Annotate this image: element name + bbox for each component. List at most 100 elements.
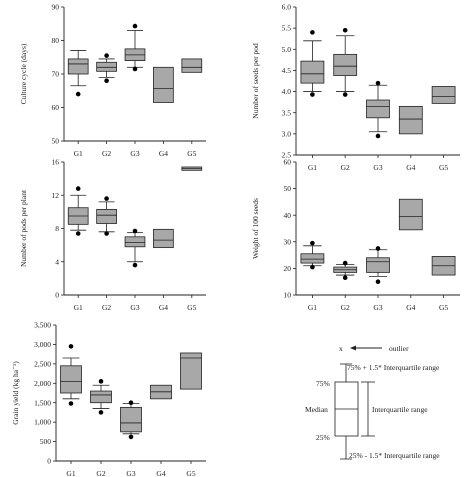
outlier-point — [75, 186, 81, 191]
outlier-point — [310, 92, 315, 97]
legend-outlier-label: outlier — [389, 344, 409, 353]
outlier-point — [342, 92, 348, 97]
y-tick-label: 6.0 — [282, 3, 292, 12]
legend-median-label: Median — [305, 405, 328, 414]
outlier-point — [104, 196, 109, 201]
x-tick-label: G4 — [159, 303, 168, 312]
x-tick-label: G2 — [102, 303, 111, 312]
box-G3 — [124, 236, 146, 248]
legend-outlier-marker: x — [339, 344, 343, 353]
outlier-point — [375, 279, 381, 285]
legend-q1-label: 25% — [316, 433, 330, 442]
chart-panel-2: 2.5 3.0 3.5 4.0 4.5 5.0 5.5 6.0 Number of seeds … — [251, 3, 460, 172]
x-tick-label: G5 — [186, 469, 195, 477]
box-G3 — [366, 99, 390, 119]
outlier-point — [98, 410, 104, 415]
y-tick-label: 60 — [52, 103, 60, 112]
outlier-point — [310, 264, 315, 270]
x-tick-label: G4 — [406, 163, 415, 172]
box-G1 — [300, 253, 325, 264]
outlier-point — [68, 401, 74, 406]
box-G3 — [366, 257, 390, 273]
y-tick-label: 8 — [55, 224, 59, 233]
box-G4 — [398, 198, 423, 231]
outlier-point — [132, 66, 138, 72]
x-tick-label: G3 — [126, 469, 135, 477]
outlier-point — [132, 23, 138, 29]
x-tick-label: G1 — [308, 163, 317, 172]
y-tick-label: 1,000 — [34, 418, 51, 427]
y-axis-title: Number of pods per plant — [19, 189, 28, 267]
y-tick-label: 1,500 — [34, 398, 51, 407]
outlier-point — [342, 260, 348, 266]
box-G1 — [60, 365, 82, 394]
y-tick-label: 4.0 — [282, 87, 292, 96]
y-tick-label: 4.5 — [282, 66, 292, 75]
x-tick-label: G2 — [341, 303, 350, 312]
y-tick-label: 20 — [284, 264, 292, 273]
y-tick-label: 5.0 — [282, 45, 292, 54]
y-tick-label: 2,500 — [34, 359, 51, 368]
y-tick-label: 3,500 — [34, 321, 51, 330]
x-tick-label: G1 — [74, 303, 83, 312]
outlier-point — [104, 78, 109, 83]
x-tick-label: G3 — [130, 303, 139, 312]
x-tick-label: G4 — [156, 469, 165, 477]
y-tick-label: 2.5 — [282, 151, 292, 160]
box-G2 — [333, 53, 358, 76]
outlier-point — [132, 262, 138, 268]
outlier-point — [375, 133, 381, 139]
y-tick-label: 5.5 — [282, 24, 292, 33]
outlier-point — [310, 30, 315, 35]
y-tick-label: 50 — [284, 184, 292, 193]
legend-iqr-label: Interquartile range — [372, 405, 428, 414]
x-tick-label: G5 — [439, 163, 448, 172]
outlier-point — [128, 400, 134, 406]
x-tick-label: G2 — [341, 163, 350, 172]
x-tick-label: G2 — [96, 469, 105, 477]
chart-panel-3: 0 4 8 12 16 Number of pods per plant G1 G2 G3 G4 G… — [19, 158, 206, 312]
box-G2 — [90, 390, 112, 404]
y-tick-label: 80 — [52, 36, 60, 45]
box-G5 — [180, 352, 202, 390]
chart-panel-4: 10 20 30 40 50 60 Weight of 100 seeds G1 G2 G3 G4 G… — [251, 158, 460, 312]
outlier-point — [375, 246, 381, 251]
y-axis-title: Weight of 100 seeds — [251, 198, 260, 259]
y-tick-label: 40 — [284, 211, 292, 220]
box-G2 — [96, 208, 117, 224]
y-tick-label: 3,000 — [34, 340, 51, 349]
y-tick-label: 16 — [52, 158, 60, 167]
y-tick-label: 50 — [52, 137, 60, 146]
x-tick-label: G5 — [187, 303, 196, 312]
box-G2 — [96, 61, 117, 72]
outlier-point — [98, 379, 104, 384]
boxplot-legend: x outlier 75% + 1.5* Interquartile range… — [305, 344, 440, 460]
outlier-point — [342, 27, 348, 33]
outlier-point — [104, 231, 109, 236]
y-tick-label: 90 — [52, 3, 60, 12]
box-G1 — [300, 60, 325, 84]
y-tick-label: 10 — [284, 291, 292, 300]
x-tick-label: G5 — [187, 149, 196, 158]
box-G4 — [398, 105, 423, 135]
box-G3 — [120, 406, 142, 433]
legend-lower-whisker-label: 25% - 1.5* Interquartile range — [349, 451, 440, 460]
y-tick-label: 60 — [284, 158, 292, 167]
y-tick-label: 4 — [55, 257, 59, 266]
box-G5 — [431, 86, 456, 104]
outlier-point — [132, 228, 138, 234]
box-G4 — [153, 66, 174, 103]
outlier-point — [375, 80, 381, 86]
box-G4 — [153, 228, 174, 249]
y-tick-label: 0 — [47, 457, 51, 466]
outlier-point — [310, 240, 315, 246]
y-tick-label: 0 — [55, 291, 59, 300]
x-tick-label: G5 — [439, 303, 448, 312]
y-tick-label: 3.5 — [282, 108, 292, 117]
x-tick-label: G1 — [308, 303, 317, 312]
outlier-point — [75, 231, 81, 236]
y-tick-label: 30 — [284, 237, 292, 246]
x-tick-label: G3 — [130, 149, 139, 158]
x-tick-label: G4 — [159, 149, 168, 158]
box-G1 — [67, 58, 89, 75]
